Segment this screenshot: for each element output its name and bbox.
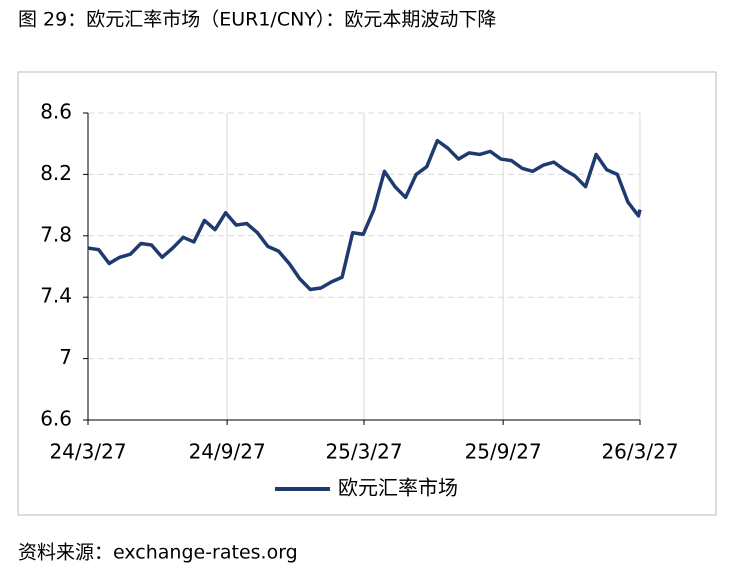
y-tick-label: 7.4: [40, 284, 72, 308]
x-tick-label: 24/9/27: [189, 440, 266, 464]
series-line: [87, 138, 642, 292]
y-tick-label: 8.6: [40, 100, 72, 124]
x-tick-label: 26/3/27: [601, 440, 678, 464]
chart-frame: [17, 71, 717, 516]
legend-label: 欧元汇率市场: [338, 476, 458, 500]
y-tick-label: 6.6: [40, 407, 72, 431]
y-tick-label: 8.2: [40, 161, 72, 185]
y-tick-label: 7.8: [40, 222, 72, 246]
x-tick-label: 25/9/27: [465, 440, 542, 464]
x-tick-label: 25/3/27: [325, 440, 402, 464]
chart-title: 图 29：欧元汇率市场（EUR1/CNY）：欧元本期波动下降: [18, 9, 496, 31]
source-note: 资料来源：exchange-rates.org: [18, 542, 298, 564]
x-tick-label: 24/3/27: [49, 440, 126, 464]
y-tick-label: 7: [59, 345, 72, 369]
